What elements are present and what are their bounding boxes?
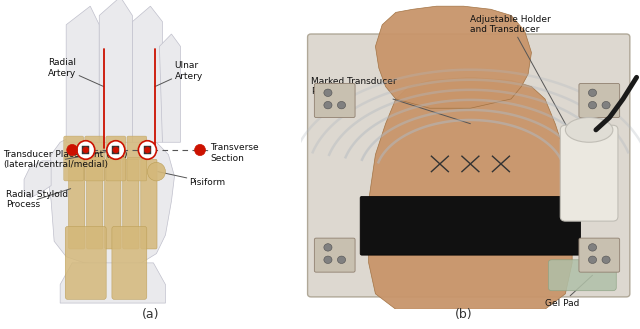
FancyBboxPatch shape — [65, 226, 106, 299]
Ellipse shape — [565, 117, 613, 142]
FancyBboxPatch shape — [314, 238, 355, 272]
Circle shape — [324, 89, 332, 96]
Circle shape — [147, 162, 165, 181]
Circle shape — [324, 256, 332, 264]
FancyBboxPatch shape — [127, 136, 147, 159]
Text: Ulnar
Artery: Ulnar Artery — [155, 62, 203, 87]
Circle shape — [588, 101, 596, 109]
FancyBboxPatch shape — [548, 260, 616, 291]
FancyBboxPatch shape — [314, 84, 355, 117]
FancyBboxPatch shape — [64, 136, 84, 159]
FancyBboxPatch shape — [123, 159, 139, 249]
Polygon shape — [376, 6, 531, 108]
FancyBboxPatch shape — [106, 136, 125, 159]
FancyBboxPatch shape — [360, 196, 580, 255]
Polygon shape — [48, 133, 175, 266]
Circle shape — [113, 147, 119, 153]
FancyBboxPatch shape — [68, 159, 85, 249]
FancyBboxPatch shape — [308, 34, 630, 297]
Text: Transverse
Section: Transverse Section — [200, 143, 259, 163]
FancyBboxPatch shape — [560, 125, 618, 221]
Circle shape — [337, 101, 346, 109]
FancyBboxPatch shape — [106, 158, 125, 181]
Polygon shape — [99, 0, 132, 142]
Text: Marked Transducer
Positions: Marked Transducer Positions — [311, 77, 470, 124]
Circle shape — [77, 141, 95, 159]
FancyBboxPatch shape — [86, 159, 103, 249]
Polygon shape — [24, 161, 51, 198]
Circle shape — [588, 244, 596, 251]
FancyBboxPatch shape — [112, 226, 147, 299]
Circle shape — [324, 101, 332, 109]
Polygon shape — [132, 6, 163, 142]
Circle shape — [602, 256, 610, 264]
Circle shape — [195, 144, 205, 156]
FancyBboxPatch shape — [579, 238, 620, 272]
FancyBboxPatch shape — [85, 136, 105, 159]
Circle shape — [588, 89, 596, 96]
Circle shape — [602, 101, 610, 109]
FancyBboxPatch shape — [141, 159, 157, 249]
Circle shape — [588, 256, 596, 264]
Circle shape — [324, 244, 332, 251]
FancyBboxPatch shape — [579, 84, 620, 117]
Text: Transducer Placement (L-R)
(lateral/central/medial): Transducer Placement (L-R) (lateral/cent… — [3, 150, 127, 169]
FancyBboxPatch shape — [112, 146, 120, 154]
FancyBboxPatch shape — [144, 146, 151, 154]
Circle shape — [145, 147, 150, 153]
Text: Radial
Artery: Radial Artery — [48, 58, 104, 87]
Text: Adjustable Holder
and Transducer: Adjustable Holder and Transducer — [470, 15, 579, 148]
Text: Radial Styloid
Process: Radial Styloid Process — [6, 189, 70, 209]
Polygon shape — [60, 263, 165, 303]
FancyBboxPatch shape — [85, 158, 105, 181]
Circle shape — [107, 141, 125, 159]
FancyBboxPatch shape — [64, 158, 84, 181]
FancyBboxPatch shape — [82, 146, 90, 154]
Polygon shape — [159, 34, 180, 142]
FancyBboxPatch shape — [127, 158, 147, 181]
FancyBboxPatch shape — [105, 159, 121, 249]
Circle shape — [337, 256, 346, 264]
Polygon shape — [369, 77, 572, 309]
Circle shape — [83, 147, 89, 153]
Polygon shape — [66, 6, 99, 142]
Text: Gel Pad: Gel Pad — [545, 275, 593, 308]
Circle shape — [67, 144, 77, 156]
Circle shape — [138, 141, 156, 159]
Text: Pisiform: Pisiform — [158, 172, 226, 187]
Text: (b): (b) — [455, 308, 473, 321]
Text: (a): (a) — [141, 308, 159, 321]
